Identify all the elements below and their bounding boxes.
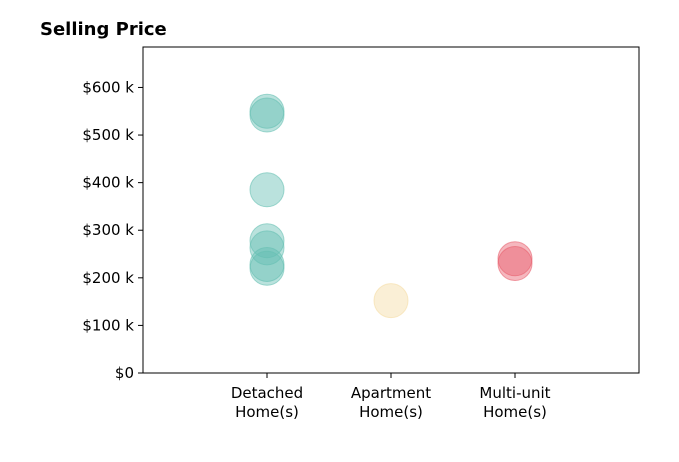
data-point (497, 246, 533, 282)
chart-title: Selling Price (40, 19, 167, 40)
y-tick-label: $200 k (82, 269, 134, 287)
x-tick-label: Detached Home(s) (231, 384, 303, 421)
y-tick-label: $100 k (82, 316, 134, 334)
y-tick-label: $0 (115, 364, 134, 382)
data-point (497, 241, 533, 277)
x-tick-label: Multi-unit Home(s) (479, 384, 550, 421)
data-point (249, 97, 285, 133)
plot-frame (142, 46, 640, 374)
y-tick-label: $400 k (82, 174, 134, 192)
data-point (249, 250, 285, 286)
data-point (373, 283, 409, 319)
x-tick-label: Apartment Home(s) (351, 384, 431, 421)
y-tick-label: $500 k (82, 126, 134, 144)
y-tick-label: $600 k (82, 78, 134, 96)
y-tick-label: $300 k (82, 221, 134, 239)
plot-area: $0 $100 k $200 k $300 k $400 k $500 k $600 k De… (82, 46, 640, 421)
data-point (249, 172, 285, 208)
